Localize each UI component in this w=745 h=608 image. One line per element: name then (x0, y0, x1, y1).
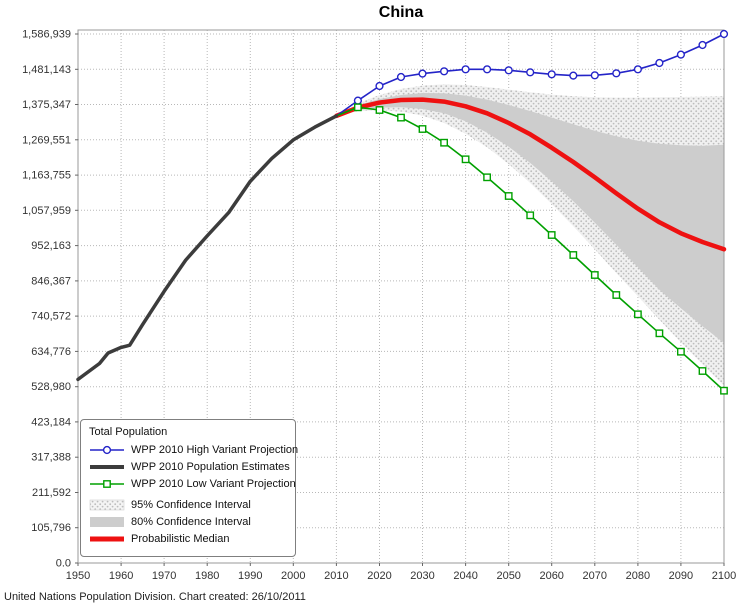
svg-text:0.0: 0.0 (56, 558, 71, 570)
svg-text:1,057,959: 1,057,959 (22, 205, 71, 217)
high-variant-line-icon (89, 443, 125, 457)
svg-text:1990: 1990 (238, 570, 262, 582)
svg-text:105,796: 105,796 (31, 522, 71, 534)
svg-text:211,592: 211,592 (32, 487, 71, 499)
legend-item-ci95: 95% Confidence Interval (89, 497, 287, 513)
svg-text:2000: 2000 (281, 570, 305, 582)
svg-text:1,481,143: 1,481,143 (22, 64, 71, 76)
svg-text:2050: 2050 (496, 570, 520, 582)
svg-text:423,184: 423,184 (31, 416, 71, 428)
svg-text:1,269,551: 1,269,551 (22, 134, 71, 146)
legend-label-high-variant: WPP 2010 High Variant Projection (131, 444, 299, 456)
legend-item-median: Probabilistic Median (89, 531, 287, 547)
svg-text:528,980: 528,980 (31, 381, 71, 393)
footer-text: United Nations Population Division. Char… (4, 591, 306, 603)
svg-text:952,163: 952,163 (31, 240, 71, 252)
svg-text:317,388: 317,388 (31, 452, 71, 464)
svg-text:1,163,755: 1,163,755 (22, 170, 71, 182)
chart-title: China (378, 4, 424, 21)
svg-text:1950: 1950 (66, 570, 90, 582)
svg-text:2040: 2040 (453, 570, 477, 582)
legend-label-estimates: WPP 2010 Population Estimates (131, 461, 290, 473)
svg-text:2100: 2100 (712, 570, 736, 582)
svg-text:1960: 1960 (109, 570, 133, 582)
svg-text:1980: 1980 (195, 570, 219, 582)
ci80-swatch-icon (89, 515, 125, 529)
svg-text:1,375,347: 1,375,347 (22, 99, 71, 111)
legend-box: Total Population WPP 2010 High Variant P… (80, 419, 298, 557)
svg-text:846,367: 846,367 (31, 275, 71, 287)
median-line-icon (89, 532, 125, 546)
svg-text:2070: 2070 (583, 570, 607, 582)
legend-label-low-variant: WPP 2010 Low Variant Projection (131, 478, 296, 490)
estimates-line-icon (89, 460, 125, 474)
svg-text:1970: 1970 (152, 570, 176, 582)
svg-text:1,586,939: 1,586,939 (22, 29, 71, 41)
svg-text:2030: 2030 (410, 570, 434, 582)
svg-text:2020: 2020 (367, 570, 391, 582)
svg-text:634,776: 634,776 (31, 346, 71, 358)
svg-text:2060: 2060 (539, 570, 563, 582)
low-variant-line-icon (89, 477, 125, 491)
legend-item-estimates: WPP 2010 Population Estimates (89, 459, 290, 475)
legend-item-low-variant: WPP 2010 Low Variant Projection (89, 476, 296, 492)
legend-item-ci80: 80% Confidence Interval (89, 514, 287, 530)
ci95-swatch-icon (89, 498, 125, 512)
legend-label-ci95: 95% Confidence Interval (131, 499, 251, 511)
svg-text:2080: 2080 (626, 570, 650, 582)
legend-item-high-variant: WPP 2010 High Variant Projection (89, 442, 298, 458)
legend-label-median: Probabilistic Median (131, 533, 230, 545)
svg-text:740,572: 740,572 (31, 311, 71, 323)
svg-text:2010: 2010 (324, 570, 348, 582)
legend-title: Total Population (89, 426, 168, 438)
legend-label-ci80: 80% Confidence Interval (131, 516, 251, 528)
svg-text:2090: 2090 (669, 570, 693, 582)
